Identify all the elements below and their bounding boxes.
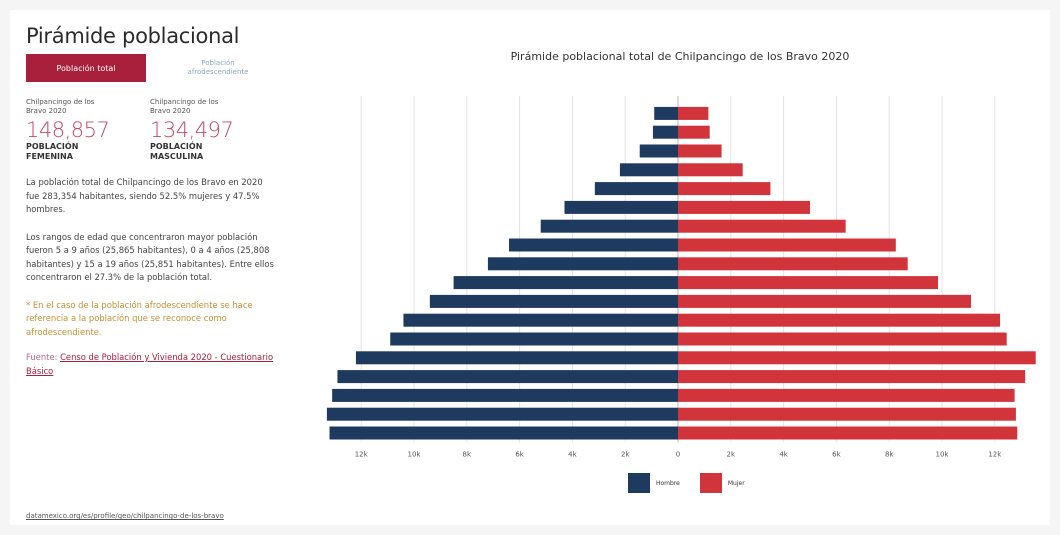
chart-title: Pirámide poblacional total de Chilpancin…	[510, 50, 850, 63]
bar-mujer[interactable]	[678, 332, 1007, 346]
bar-hombre[interactable]	[619, 163, 678, 177]
bar-mujer[interactable]	[678, 351, 1036, 365]
stats-row: Chilpancingo de los Bravo 2020 148,857 P…	[26, 98, 286, 162]
bar-hombre[interactable]	[332, 388, 678, 402]
bar-hombre[interactable]	[594, 182, 678, 196]
x-tick-label: 8k	[885, 450, 894, 458]
bar-hombre[interactable]	[487, 257, 678, 271]
bar-hombre[interactable]	[654, 106, 678, 120]
legend-item-mujer[interactable]: Mujer	[699, 473, 745, 493]
page-url-link[interactable]: datamexico.org/es/profile/geo/chilpancin…	[26, 512, 224, 520]
legend-label-hombre: Hombre	[656, 479, 680, 487]
bar-hombre[interactable]	[540, 219, 678, 233]
bar-mujer[interactable]	[678, 238, 896, 252]
tab-bar: Población total Población afrodescendien…	[26, 54, 286, 82]
summary-paragraph: La población total de Chilpancingo de lo…	[26, 177, 263, 214]
stat-place: Chilpancingo de los Bravo 2020	[150, 98, 219, 115]
bar-mujer[interactable]	[678, 276, 939, 290]
x-tick-label: 2k	[727, 450, 736, 458]
bar-mujer[interactable]	[678, 370, 1026, 384]
bar-mujer[interactable]	[678, 200, 810, 214]
source-prefix: Fuente:	[26, 352, 58, 362]
x-tick-label: 2k	[621, 450, 630, 458]
bar-hombre[interactable]	[390, 332, 678, 346]
page-title: Pirámide poblacional	[26, 24, 240, 48]
source-line: Fuente: Censo de Población y Vivienda 20…	[26, 351, 278, 378]
age-range-paragraph: Los rangos de edad que concentraron mayo…	[26, 231, 274, 283]
left-panel: Pirámide poblacional Población total Pob…	[26, 24, 286, 378]
stat-male: Chilpancingo de los Bravo 2020 134,497 P…	[150, 98, 274, 162]
stat-place: Chilpancingo de los Bravo 2020	[26, 98, 95, 115]
chart-legend: Hombre Mujer	[628, 473, 765, 493]
stat-value: 148,857	[26, 118, 110, 142]
x-tick-label: 10k	[408, 450, 422, 458]
bar-hombre[interactable]	[429, 294, 678, 308]
x-tick-label: 12k	[988, 450, 1002, 458]
bar-mujer[interactable]	[678, 257, 908, 271]
legend-label-mujer: Mujer	[727, 479, 745, 487]
bar-mujer[interactable]	[678, 426, 1018, 440]
bar-hombre[interactable]	[453, 276, 678, 290]
x-tick-label: 0	[676, 450, 680, 458]
bar-hombre[interactable]	[403, 313, 678, 327]
bar-hombre[interactable]	[509, 238, 678, 252]
stat-female: Chilpancingo de los Bravo 2020 148,857 P…	[26, 98, 150, 162]
legend-swatch-mujer	[699, 473, 722, 493]
source-link[interactable]: Censo de Población y Vivienda 2020 - Cue…	[26, 352, 274, 376]
bar-mujer[interactable]	[678, 106, 709, 120]
x-tick-label: 8k	[463, 450, 472, 458]
tab-poblacion-afrodescendiente[interactable]: Población afrodescendiente	[187, 59, 249, 76]
bar-mujer[interactable]	[678, 144, 722, 158]
stat-label: POBLACIÓN MASCULINA	[150, 142, 204, 161]
bar-mujer[interactable]	[678, 407, 1016, 421]
bar-hombre[interactable]	[329, 426, 678, 440]
bar-mujer[interactable]	[678, 163, 743, 177]
legend-item-hombre[interactable]: Hombre	[628, 473, 680, 493]
stat-label: POBLACIÓN FEMENINA	[26, 142, 79, 161]
bar-mujer[interactable]	[678, 182, 771, 196]
bar-mujer[interactable]	[678, 294, 972, 308]
x-tick-label: 10k	[936, 450, 950, 458]
bar-hombre[interactable]	[355, 351, 678, 365]
bar-hombre[interactable]	[652, 125, 678, 139]
tab-poblacion-total[interactable]: Población total	[26, 54, 146, 82]
bar-hombre[interactable]	[564, 200, 678, 214]
x-tick-label: 4k	[568, 450, 577, 458]
bar-hombre[interactable]	[337, 370, 678, 384]
afro-note: * En el caso de la población afrodescend…	[26, 299, 253, 337]
legend-swatch-hombre	[628, 473, 650, 493]
x-tick-label: 6k	[515, 450, 524, 458]
x-tick-label: 4k	[779, 450, 788, 458]
x-tick-label: 6k	[832, 450, 841, 458]
bar-mujer[interactable]	[678, 388, 1015, 402]
bar-hombre[interactable]	[639, 144, 678, 158]
x-tick-label: 12k	[355, 450, 369, 458]
stat-value: 134,497	[150, 118, 234, 142]
bar-mujer[interactable]	[678, 313, 1001, 327]
bar-mujer[interactable]	[678, 219, 846, 233]
bar-hombre[interactable]	[326, 407, 678, 421]
bar-mujer[interactable]	[678, 125, 710, 139]
